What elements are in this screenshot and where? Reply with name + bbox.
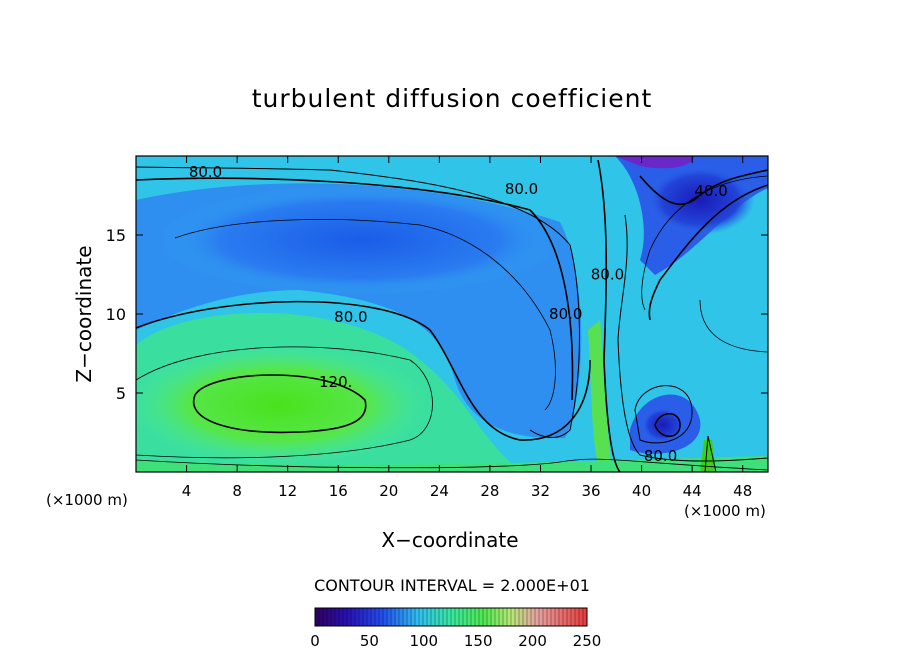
contour-line [136,458,768,471]
colorbar-tick-label: 250 [573,632,602,650]
x-tick-label: 12 [278,482,297,500]
colorbar-ticks: 0 50 100 150 200 250 [310,632,601,650]
colorbar-tick-label: 100 [409,632,438,650]
contour-line [136,346,433,459]
colorbar-tick-label: 150 [464,632,493,650]
x-tick-label: 16 [329,482,348,500]
x-tick-label: 36 [581,482,600,500]
contour-line [136,300,591,441]
contour-label: 80.0 [591,266,624,284]
contour-line [641,175,768,311]
colorbar: 0 50 100 150 200 250 [310,607,601,650]
x-tick-label: 8 [232,482,242,500]
x-tick-label: 48 [733,482,752,500]
x-axis-ticks: 4 8 12 16 20 24 28 32 36 40 44 48 [182,156,752,500]
colorbar-tick-label: 0 [310,632,320,650]
contour-line [136,177,574,401]
y-tick-label: 15 [106,226,126,245]
x-tick-label: 44 [683,482,702,500]
heatmap-field [136,156,768,472]
contour-label: 40.0 [694,182,727,200]
contour-label: 80.0 [189,163,222,181]
contour-line [699,299,768,353]
contour-lines [136,159,768,472]
contour-line [704,435,717,472]
y-axis-ticks: 5 10 15 [106,226,768,403]
colorbar-tick-label: 200 [518,632,547,650]
contour-line [192,374,367,434]
y-tick-label: 5 [116,384,126,403]
x-tick-label: 20 [379,482,398,500]
x-tick-label: 24 [430,482,449,500]
contour-line [634,385,693,444]
x-unit-label-right: (×1000 m) [684,502,766,520]
x-unit-label-left: (×1000 m) [46,491,128,509]
x-tick-label: 32 [531,482,550,500]
x-tick-label: 28 [480,482,499,500]
y-tick-label: 10 [106,305,126,324]
contour-line [174,219,556,411]
contour-line [617,214,768,462]
contour-label: 80.0 [644,447,677,465]
contour-line [648,184,768,321]
contour-interval-label: CONTOUR INTERVAL = 2.000E+01 [314,576,590,595]
x-tick-label: 40 [632,482,651,500]
contour-label: 80.0 [549,305,582,323]
contour-label: 120. [319,373,352,391]
contour-label: 80.0 [505,180,538,198]
contour-labels: 80.0 80.0 80.0 120. 80.0 80.0 40.0 80.0 [189,163,728,465]
colorbar-tick-label: 50 [360,632,379,650]
contour-line [654,412,681,438]
contour-label: 80.0 [334,308,367,326]
colorbar-stripes [318,608,584,626]
contour-line [639,169,768,206]
x-axis-label: X−coordinate [381,528,519,552]
x-tick-label: 4 [182,482,192,500]
chart-title: turbulent diffusion coefficient [251,84,653,113]
contour-line [597,159,621,472]
